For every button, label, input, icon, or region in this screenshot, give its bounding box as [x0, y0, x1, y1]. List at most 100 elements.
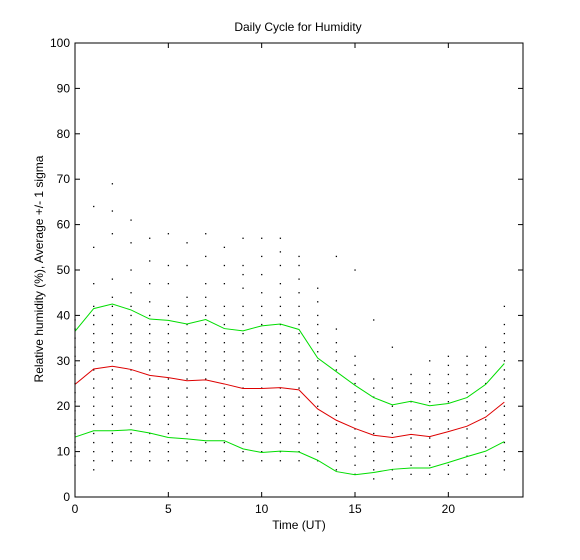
y-tick-label: 50 — [57, 263, 71, 277]
observation-point — [205, 387, 207, 389]
observation-point — [354, 446, 356, 448]
y-tick-label: 90 — [57, 81, 71, 95]
observation-point — [335, 441, 338, 444]
observation-point — [317, 387, 319, 389]
observation-point — [391, 423, 394, 426]
observation-point — [410, 437, 412, 439]
lower-sigma-line — [74, 429, 505, 476]
observation-point — [130, 414, 132, 416]
observation-point — [167, 283, 170, 285]
observation-point — [111, 323, 114, 326]
observation-point — [298, 396, 300, 398]
observation-point — [93, 378, 95, 380]
observation-point — [205, 460, 207, 462]
observation-point — [93, 246, 95, 248]
observation-point — [279, 305, 282, 308]
observation-point — [149, 237, 151, 239]
observation-point — [205, 378, 207, 380]
observation-point — [167, 451, 170, 453]
observation-point — [279, 460, 282, 462]
observation-point — [279, 237, 282, 239]
observation-point — [354, 269, 356, 271]
observation-point — [130, 332, 132, 335]
observation-point — [335, 405, 338, 407]
observation-point — [261, 460, 263, 462]
observation-point — [298, 441, 300, 444]
observation-point — [186, 405, 188, 407]
observation-point — [391, 414, 394, 416]
observation-point — [186, 378, 188, 380]
observation-point — [298, 360, 300, 362]
observation-point — [261, 323, 263, 326]
observation-point — [93, 283, 95, 285]
observation-point — [93, 314, 95, 317]
average-line — [74, 365, 505, 439]
observation-point — [485, 464, 487, 466]
observation-point — [317, 351, 319, 353]
observation-point — [317, 301, 319, 303]
observation-point — [373, 319, 375, 321]
observation-point — [242, 332, 244, 335]
observation-point — [93, 305, 95, 308]
observation-point — [317, 378, 319, 380]
observation-point — [186, 441, 188, 444]
observation-point — [130, 396, 132, 398]
observation-point — [130, 323, 132, 326]
observation-point — [223, 432, 226, 435]
observation-point — [130, 441, 132, 444]
observation-point — [503, 305, 506, 308]
observation-point — [111, 296, 114, 298]
observation-point — [93, 369, 95, 371]
observation-point — [503, 423, 506, 426]
observation-point — [485, 437, 487, 439]
observation-point — [186, 360, 188, 362]
observation-point — [223, 323, 226, 326]
y-tick-label: 10 — [57, 445, 71, 459]
observation-point — [149, 314, 151, 317]
observation-point — [391, 405, 394, 407]
observation-point — [130, 342, 132, 344]
observation-point — [111, 278, 114, 280]
observation-point — [261, 441, 263, 444]
observation-point — [93, 351, 95, 353]
observation-point — [391, 396, 394, 398]
observation-point — [111, 342, 114, 344]
observation-point — [410, 373, 412, 376]
observation-point — [410, 382, 412, 385]
observation-point — [167, 369, 170, 371]
observation-point — [205, 423, 207, 426]
observation-point — [130, 432, 132, 435]
observation-point — [335, 378, 338, 380]
observation-point — [205, 296, 207, 298]
observation-point — [429, 360, 431, 362]
observation-point — [205, 405, 207, 407]
observation-point — [503, 378, 506, 380]
observation-point — [317, 369, 319, 371]
observation-point — [429, 473, 431, 475]
observation-point — [130, 451, 132, 453]
observation-point — [298, 264, 300, 267]
observation-point — [354, 437, 356, 439]
observation-point — [242, 237, 244, 239]
observation-point — [466, 473, 468, 475]
observation-point — [410, 446, 412, 448]
y-axis-label: Relative humidity (%), Average +/- 1 sig… — [32, 155, 46, 382]
observation-point — [149, 387, 151, 389]
observation-point — [503, 360, 506, 362]
observation-point — [167, 405, 170, 407]
observation-point — [317, 314, 319, 317]
observation-point — [261, 342, 263, 344]
observation-point — [242, 378, 244, 380]
observation-point — [130, 423, 132, 426]
upper-sigma-line — [74, 303, 505, 407]
observation-point — [317, 342, 319, 344]
observation-point — [503, 332, 506, 335]
observation-point — [410, 428, 412, 430]
observation-point — [167, 264, 170, 267]
observation-point — [466, 401, 468, 403]
observation-point — [503, 405, 506, 407]
observation-point — [335, 351, 338, 353]
x-tick-label: 15 — [348, 502, 362, 516]
observation-point — [149, 423, 151, 426]
